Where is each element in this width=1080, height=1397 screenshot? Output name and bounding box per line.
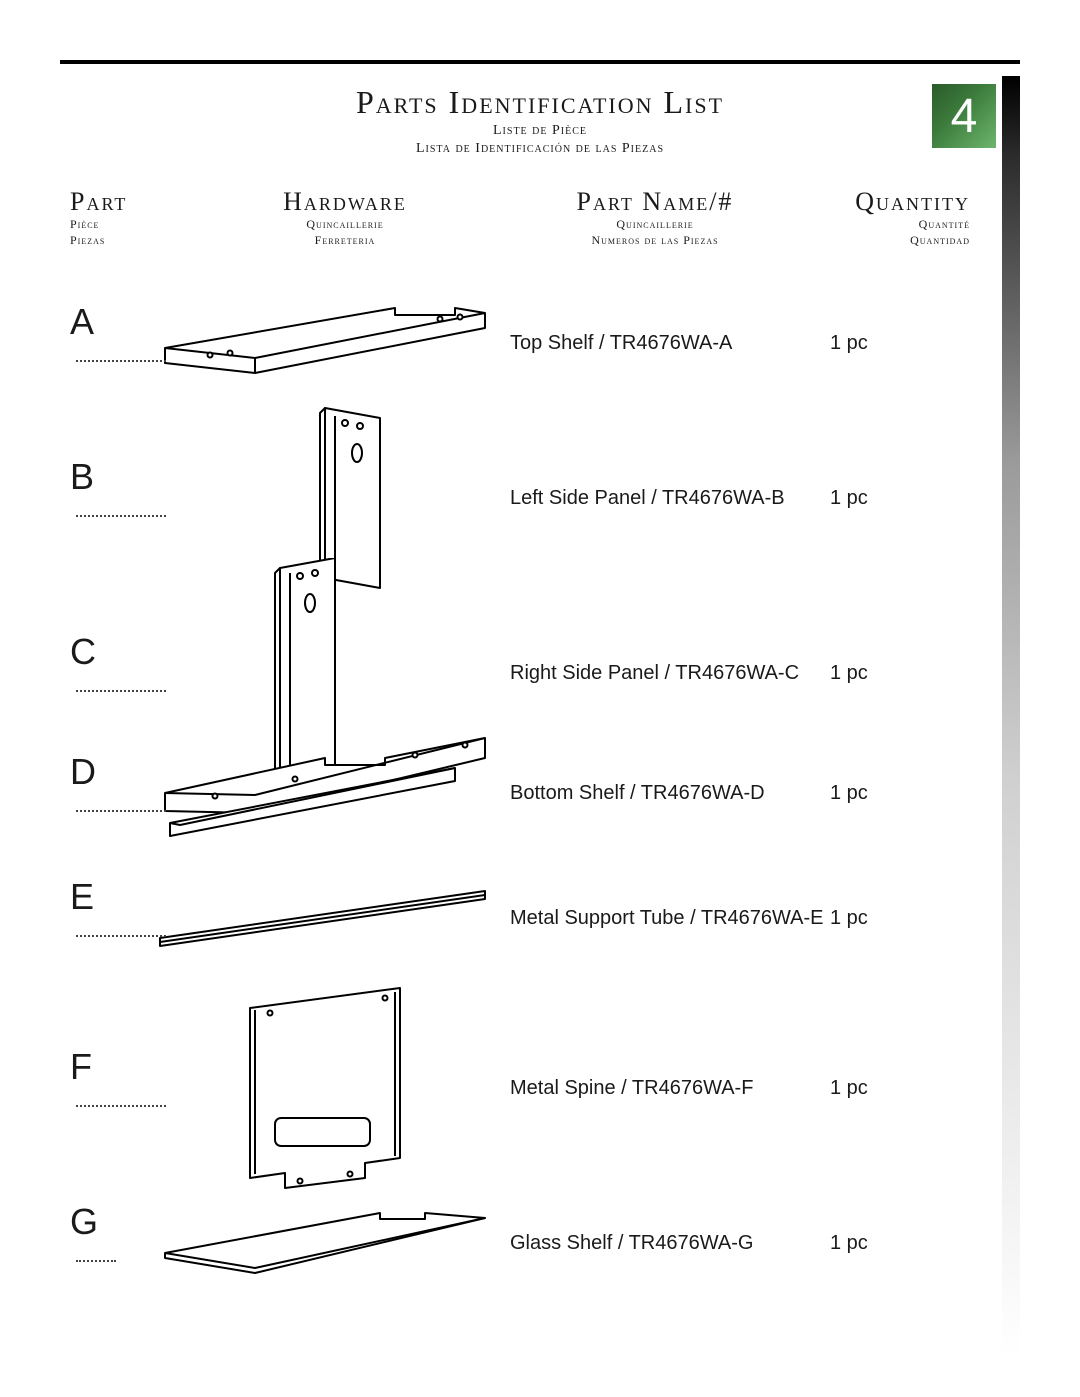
hardware-illustration-e	[150, 883, 500, 953]
metal-spine-icon	[215, 978, 435, 1198]
main-title: Parts Identification List	[60, 84, 1020, 121]
metal-support-tube-icon	[155, 883, 495, 953]
page-number: 4	[951, 89, 978, 144]
part-letter: B	[70, 456, 140, 540]
parts-rows: A Top Shelf / TR4676WA-A 1 pc B	[60, 288, 1020, 1288]
col-qty-big: Quantity	[820, 187, 970, 217]
part-qty: 1 pc	[830, 907, 930, 930]
part-name: Top Shelf / TR4676WA-A	[510, 332, 820, 355]
part-row-a: A Top Shelf / TR4676WA-A 1 pc	[70, 288, 1020, 398]
col-head-hardware: Hardware Quincaillerie Ferreteria	[200, 187, 490, 248]
leader-dots	[76, 1260, 116, 1262]
columns-header: Part Pièce Piezas Hardware Quincaillerie…	[60, 187, 1020, 248]
col-hw-big: Hardware	[200, 187, 490, 217]
part-letter-text: D	[70, 751, 96, 792]
leader-dots	[76, 935, 166, 937]
hardware-illustration-d	[150, 733, 500, 853]
col-name-s2: Numeros de las Piezas	[490, 233, 820, 249]
hardware-illustration-f	[150, 978, 500, 1198]
col-name-big: Part Name/#	[490, 187, 820, 217]
top-shelf-icon	[155, 293, 495, 393]
page-number-box: 4	[932, 84, 996, 148]
part-qty: 1 pc	[830, 1077, 930, 1100]
subtitle-1: Liste de Pièce	[60, 123, 1020, 139]
part-letter-text: A	[70, 301, 94, 342]
right-gradient-bar	[1002, 76, 1020, 1356]
part-name: Glass Shelf / TR4676WA-G	[510, 1232, 820, 1255]
col-part-big: Part	[70, 187, 200, 217]
part-letter: F	[70, 1046, 140, 1130]
part-name: Right Side Panel / TR4676WA-C	[510, 662, 820, 685]
part-row-g: G Glass Shelf / TR4676WA-G 1 pc	[70, 1198, 1020, 1288]
part-row-b: B Left Side Panel / TR4676WA-B 1 pc	[70, 398, 1020, 558]
page-title-block: Parts Identification List Liste de Pièce…	[60, 84, 1020, 157]
col-head-part: Part Pièce Piezas	[70, 187, 200, 248]
part-letter: A	[70, 301, 140, 385]
part-name: Left Side Panel / TR4676WA-B	[510, 487, 820, 510]
top-horizontal-rule	[60, 60, 1020, 64]
col-hw-s2: Ferreteria	[200, 233, 490, 249]
leader-dots	[76, 1105, 166, 1107]
part-letter: G	[70, 1201, 140, 1285]
col-head-name: Part Name/# Quincaillerie Numeros de las…	[490, 187, 820, 248]
col-part-s2: Piezas	[70, 233, 200, 249]
col-name-s1: Quincaillerie	[490, 217, 820, 233]
leader-dots	[76, 360, 166, 362]
col-qty-s2: Quantidad	[820, 233, 970, 249]
leader-dots	[76, 690, 166, 692]
leader-dots	[76, 515, 166, 517]
part-name: Metal Support Tube / TR4676WA-E	[510, 907, 820, 930]
subtitle-2: Lista de Identificación de las Piezas	[60, 141, 1020, 157]
part-name: Bottom Shelf / TR4676WA-D	[510, 782, 820, 805]
hardware-illustration-g	[150, 1203, 500, 1283]
part-name: Metal Spine / TR4676WA-F	[510, 1077, 820, 1100]
part-letter-text: G	[70, 1201, 98, 1242]
part-letter-text: C	[70, 631, 96, 672]
leader-dots	[76, 810, 166, 812]
part-letter-text: B	[70, 456, 94, 497]
part-letter-text: E	[70, 876, 94, 917]
col-hw-s1: Quincaillerie	[200, 217, 490, 233]
part-row-d: D Bottom Shelf / TR4676WA-D 1 pc	[70, 728, 1020, 858]
glass-shelf-icon	[155, 1203, 495, 1283]
part-letter: C	[70, 631, 140, 715]
part-qty: 1 pc	[830, 782, 930, 805]
part-letter: E	[70, 876, 140, 960]
part-qty: 1 pc	[830, 1232, 930, 1255]
part-row-e: E Metal Support Tube / TR4676WA-E 1 pc	[70, 858, 1020, 978]
part-row-f: F Metal Spine / TR4676WA-F 1 pc	[70, 978, 1020, 1198]
col-head-qty: Quantity Quantité Quantidad	[820, 187, 1000, 248]
bottom-shelf-icon	[155, 733, 495, 853]
part-row-c: C Right Side Panel / TR4676WA-C 1 pc	[70, 558, 1020, 728]
col-part-s1: Pièce	[70, 217, 200, 233]
hardware-illustration-a	[150, 293, 500, 393]
part-letter: D	[70, 751, 140, 835]
part-qty: 1 pc	[830, 487, 930, 510]
part-letter-text: F	[70, 1046, 92, 1087]
col-qty-s1: Quantité	[820, 217, 970, 233]
part-qty: 1 pc	[830, 332, 930, 355]
part-qty: 1 pc	[830, 662, 930, 685]
